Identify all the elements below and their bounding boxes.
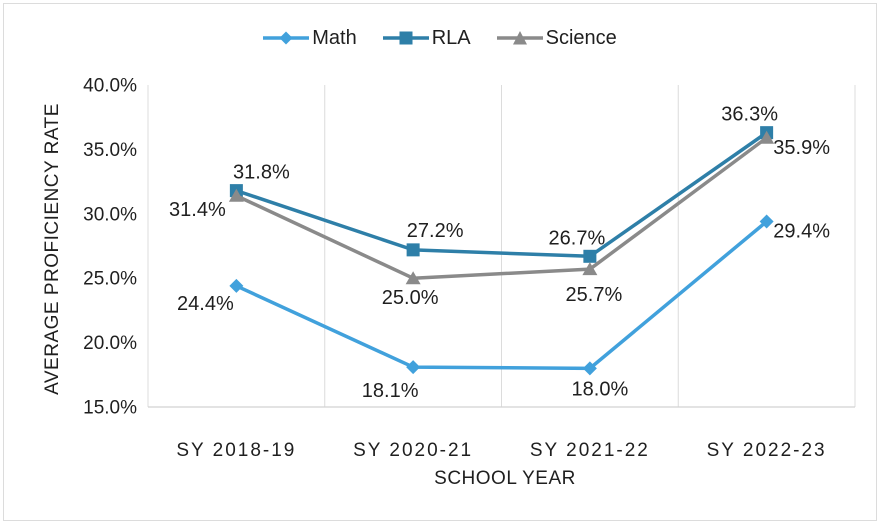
y-tick-label: 20.0% xyxy=(83,333,137,354)
science-point-marker xyxy=(759,130,775,144)
legend-item-math: Math xyxy=(263,27,357,49)
math-line-diamond-icon xyxy=(263,31,310,45)
rla-data-label: 36.3% xyxy=(721,104,778,126)
rla-data-label: 27.2% xyxy=(407,220,464,242)
science-data-label: 25.7% xyxy=(566,284,623,306)
legend-label-science: Science xyxy=(545,27,617,49)
rla-point-marker xyxy=(406,243,420,257)
rla-data-label: 26.7% xyxy=(549,227,606,249)
y-tick-label: 15.0% xyxy=(83,398,137,419)
x-tick-label: SY 2022-23 xyxy=(707,440,827,461)
science-data-label: 35.9% xyxy=(773,137,830,159)
science-series-line xyxy=(234,136,769,280)
science-point-marker xyxy=(582,262,598,276)
math-point-marker xyxy=(229,278,244,293)
math-data-label: 18.0% xyxy=(572,378,629,400)
science-data-label: 25.0% xyxy=(382,287,439,309)
y-tick-label: 30.0% xyxy=(83,204,137,225)
math-point-marker xyxy=(759,214,774,229)
legend: Math RLA Science xyxy=(4,28,876,48)
math-point-marker xyxy=(582,361,597,376)
rla-data-label: 31.8% xyxy=(233,162,290,184)
science-point-marker xyxy=(405,271,421,285)
rla-series-line xyxy=(234,130,769,259)
legend-label-rla: RLA xyxy=(431,27,471,49)
x-tick-label: SY 2018-19 xyxy=(176,440,296,461)
science-data-label: 31.4% xyxy=(169,199,226,221)
math-data-label: 29.4% xyxy=(773,221,830,243)
math-data-label: 18.1% xyxy=(362,380,419,402)
y-tick-label: 25.0% xyxy=(83,269,137,290)
math-point-marker xyxy=(406,360,421,375)
science-line-triangle-icon xyxy=(496,31,543,45)
y-tick-label: 40.0% xyxy=(83,76,137,97)
math-series-line xyxy=(234,219,769,371)
legend-item-science: Science xyxy=(496,27,617,49)
x-tick-label: SY 2021-22 xyxy=(530,440,650,461)
math-data-label: 24.4% xyxy=(177,293,234,315)
rla-point-marker xyxy=(583,249,597,263)
x-tick-label: SY 2020-21 xyxy=(353,440,473,461)
chart-frame: Math RLA Science AVERAGE PROFICIENCY RAT… xyxy=(3,3,877,521)
legend-label-math: Math xyxy=(312,27,357,49)
legend-item-rla: RLA xyxy=(382,27,471,49)
science-point-marker xyxy=(228,188,244,202)
x-axis-title: SCHOOL YEAR xyxy=(434,468,576,489)
y-tick-label: 35.0% xyxy=(83,140,137,161)
rla-line-square-icon xyxy=(382,31,429,45)
